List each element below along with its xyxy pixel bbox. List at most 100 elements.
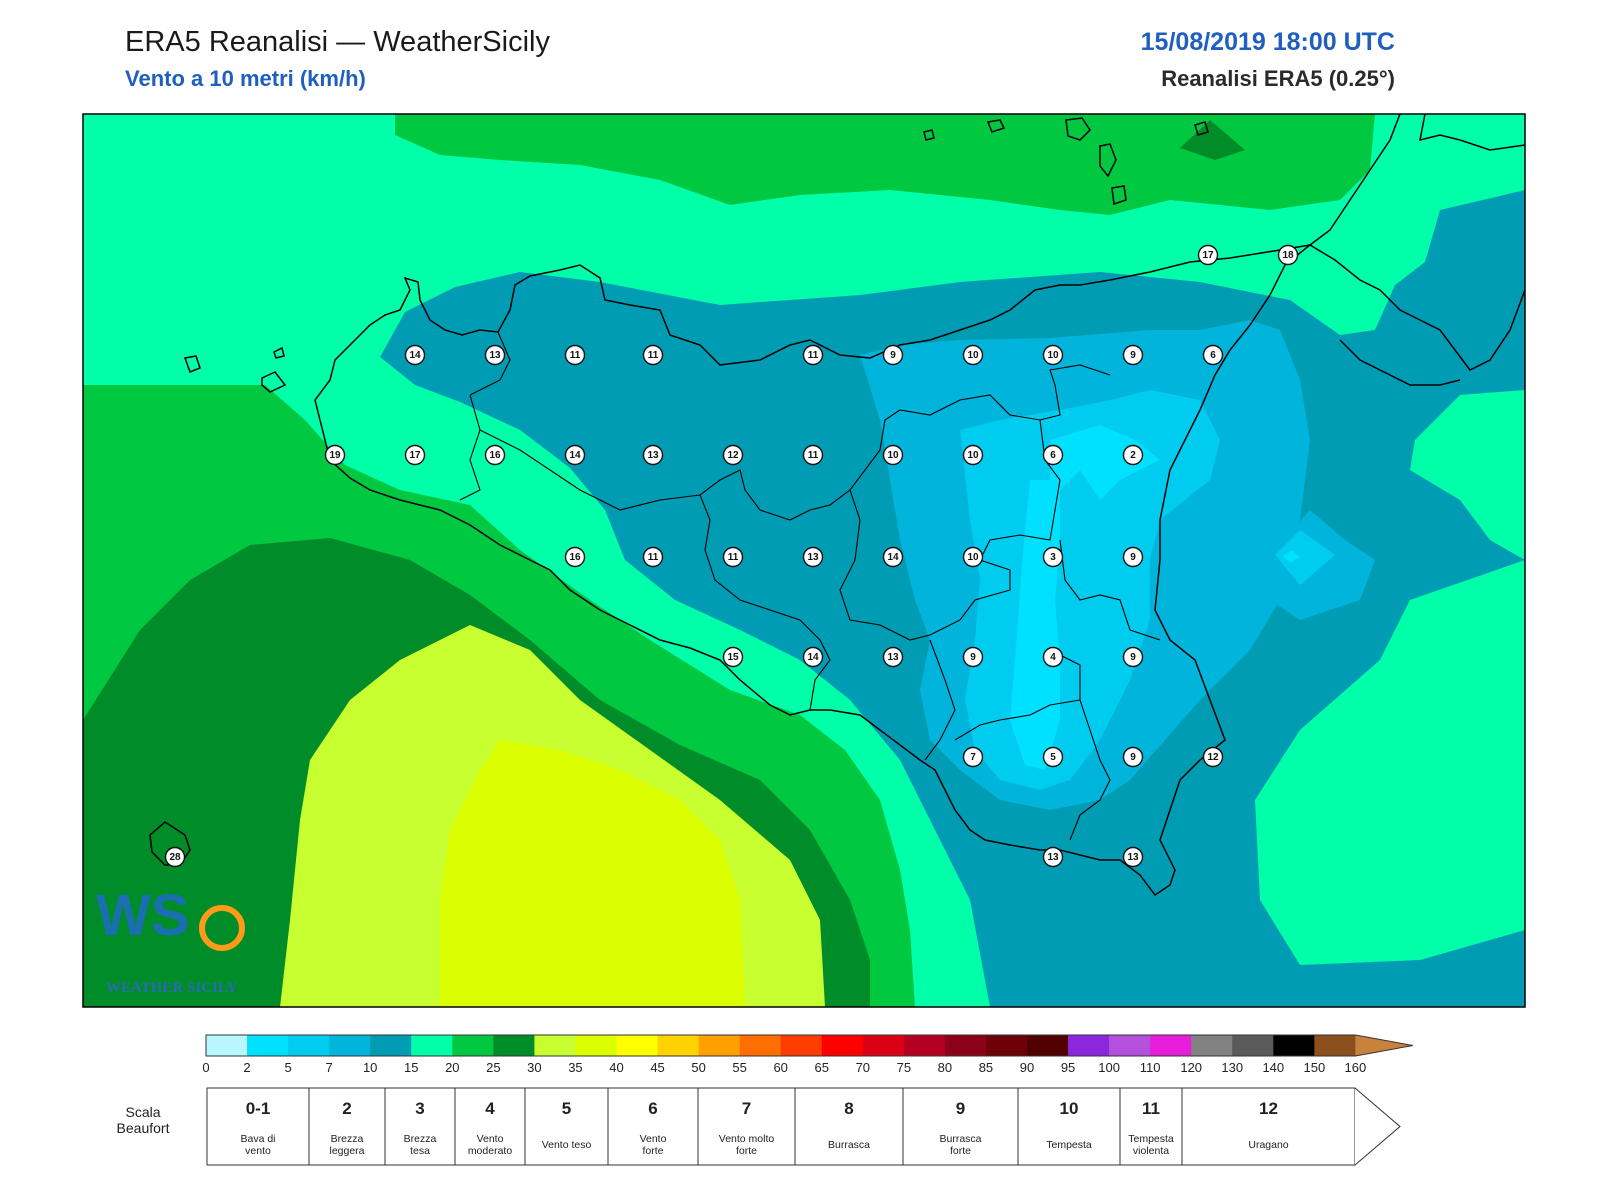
station-marker: 2 <box>1122 444 1144 466</box>
station-circle <box>1122 646 1144 668</box>
station-value: 13 <box>647 450 659 461</box>
station-value: 10 <box>967 552 979 563</box>
station-marker: 6 <box>1042 444 1064 466</box>
colorbar-tick-label: 25 <box>486 1060 500 1075</box>
colorbar-swatch <box>616 1035 659 1056</box>
station-circle <box>1042 846 1064 868</box>
station-marker: 14 <box>404 344 426 366</box>
beaufort-number: 3 <box>415 1099 424 1118</box>
colorbar-tick-label: 70 <box>856 1060 870 1075</box>
station-marker: 14 <box>882 546 904 568</box>
station-circle <box>1122 444 1144 466</box>
colorbar-swatch <box>1191 1035 1233 1056</box>
station-marker: 12 <box>1202 746 1224 768</box>
beaufort-desc-line2: violenta <box>1133 1145 1169 1157</box>
station-marker: 10 <box>882 444 904 466</box>
beaufort-desc-line1: Vento molto <box>719 1133 775 1145</box>
station-value: 4 <box>1050 652 1056 663</box>
beaufort-desc-line1: Vento <box>477 1133 504 1145</box>
beaufort-number: 9 <box>956 1099 965 1118</box>
station-marker: 16 <box>484 444 506 466</box>
station-circle <box>962 746 984 768</box>
station-marker: 13 <box>882 646 904 668</box>
station-marker: 6 <box>1202 344 1224 366</box>
station-value: 6 <box>1210 350 1216 361</box>
colorbar-swatch <box>1232 1035 1274 1056</box>
station-value: 10 <box>967 350 979 361</box>
colorbar-tick-label: 10 <box>363 1060 377 1075</box>
station-circle <box>1202 344 1224 366</box>
colorbar-tick-label: 90 <box>1020 1060 1034 1075</box>
station-circle <box>1042 546 1064 568</box>
beaufort-number: 2 <box>342 1099 351 1118</box>
colorbar-swatch <box>1109 1035 1151 1056</box>
station-circle <box>882 646 904 668</box>
beaufort-box <box>1119 1087 1183 1166</box>
contour-2-5 <box>1010 425 1160 770</box>
station-circle <box>962 444 984 466</box>
station-circle <box>642 546 664 568</box>
station-value: 2 <box>1130 450 1136 461</box>
station-marker: 13 <box>1042 846 1064 868</box>
beaufort-box <box>1017 1087 1121 1166</box>
colorbar-swatch <box>944 1035 987 1056</box>
colorbar-tick-label: 110 <box>1140 1060 1161 1075</box>
station-marker: 9 <box>1122 646 1144 668</box>
station-circle <box>404 444 426 466</box>
beaufort-number: 4 <box>485 1099 495 1118</box>
station-circle <box>802 444 824 466</box>
station-circle <box>1122 546 1144 568</box>
station-value: 11 <box>808 350 819 361</box>
island-lipari <box>1099 143 1117 178</box>
colorbar-swatch <box>739 1035 782 1056</box>
logo-letters: WS <box>96 883 189 948</box>
colorbar-swatch <box>903 1035 946 1056</box>
colorbar-tick-label: 100 <box>1098 1060 1120 1075</box>
beaufort-desc-line1: Vento <box>640 1133 667 1145</box>
colorbar-swatch <box>862 1035 905 1056</box>
station-marker: 11 <box>642 344 664 366</box>
beaufort-number: 10 <box>1060 1099 1079 1118</box>
colorbar-swatch <box>1068 1035 1110 1056</box>
station-value: 28 <box>169 852 181 863</box>
station-circle <box>1042 746 1064 768</box>
beaufort-level: 5 Vento teso <box>524 1087 609 1166</box>
beaufort-number: 0-1 <box>246 1099 271 1118</box>
sicily-coastline <box>314 243 1313 897</box>
colorbar-swatch <box>206 1035 248 1056</box>
station-marker: 9 <box>1122 344 1144 366</box>
station-marker: 11 <box>564 344 586 366</box>
beaufort-number: 6 <box>648 1099 657 1118</box>
station-marker: 17 <box>1197 244 1219 266</box>
colorbar-tick-label: 15 <box>404 1060 418 1075</box>
station-circle <box>564 344 586 366</box>
station-circle <box>802 546 824 568</box>
colorbar-tick-label: 85 <box>979 1060 993 1075</box>
station-marker: 10 <box>1042 344 1064 366</box>
station-circle <box>722 444 744 466</box>
beaufort-box <box>902 1087 1019 1166</box>
station-circle <box>1202 746 1224 768</box>
station-value: 14 <box>569 450 581 461</box>
station-value: 15 <box>727 652 739 663</box>
island-alicudi <box>923 129 935 141</box>
colorbar-tick-label: 140 <box>1262 1060 1284 1075</box>
colorbar-swatch <box>821 1035 864 1056</box>
colorbar-outline <box>205 1034 1413 1057</box>
beaufort-desc-line2: vento <box>245 1145 271 1157</box>
station-circle <box>1277 244 1299 266</box>
beaufort-desc-line2: forte <box>642 1145 663 1157</box>
station-value: 9 <box>1130 552 1136 563</box>
station-value: 9 <box>1130 752 1136 763</box>
station-marker: 13 <box>642 444 664 466</box>
station-value: 6 <box>1050 450 1056 461</box>
station-marker: 10 <box>962 344 984 366</box>
colorbar-tick-label: 5 <box>284 1060 291 1075</box>
colorbar-swatch <box>1027 1035 1069 1056</box>
beaufort-box <box>697 1087 796 1166</box>
station-circle <box>1042 344 1064 366</box>
